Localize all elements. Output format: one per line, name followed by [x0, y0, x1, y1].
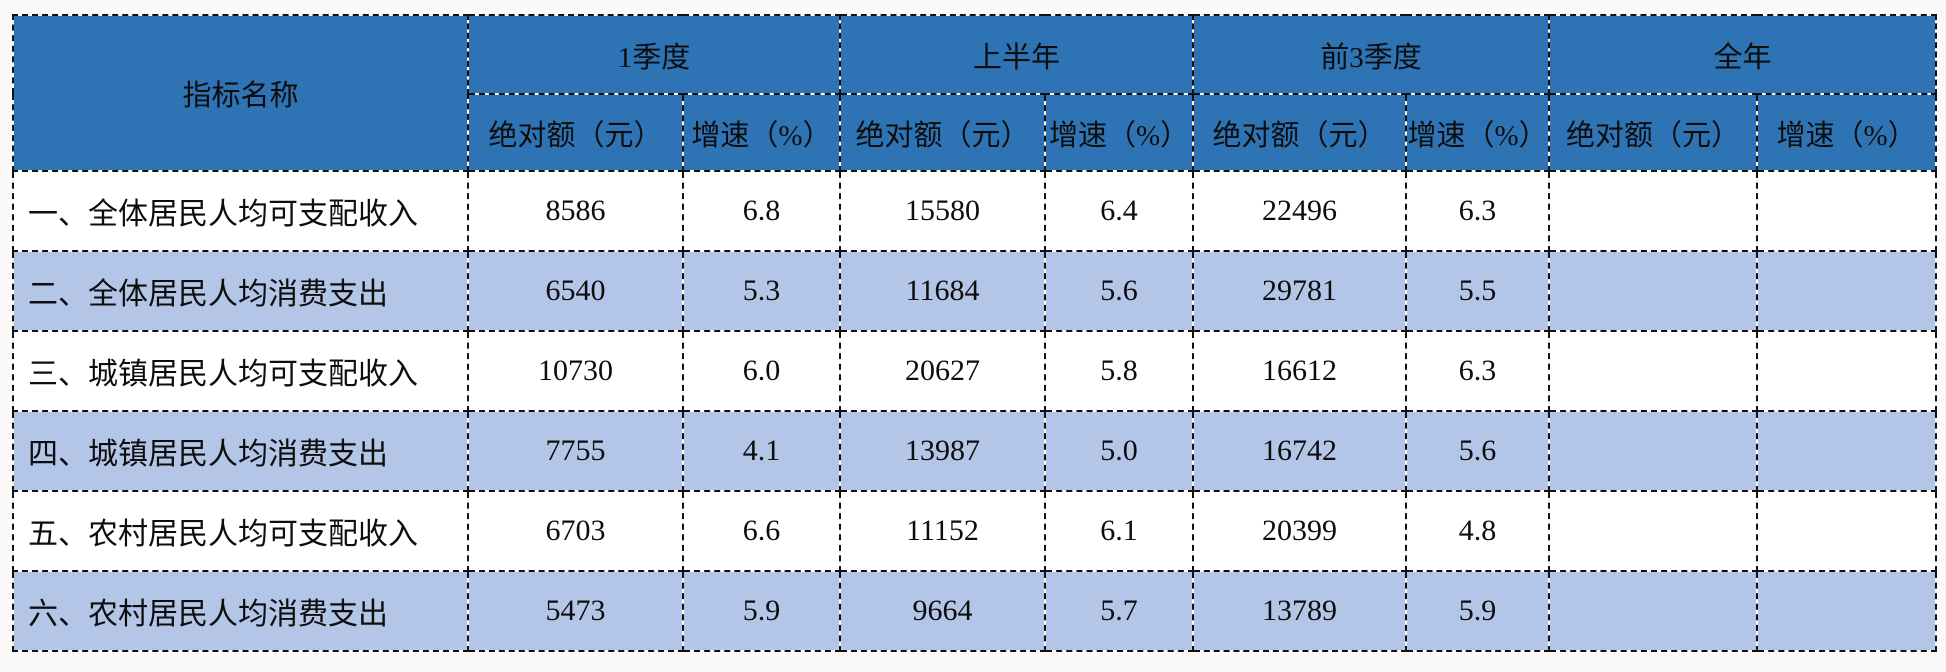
cell-h1-growth: 5.0	[1044, 410, 1195, 492]
cell-h1-absolute: 11684	[839, 250, 1047, 332]
header-indicator-name: 指标名称	[12, 14, 469, 172]
cell-h1-growth: 5.8	[1044, 330, 1195, 412]
cell-h1-growth: 6.4	[1044, 170, 1195, 252]
header-q3-growth: 增速（%）	[1405, 93, 1551, 172]
cell-fullyear-growth	[1756, 570, 1938, 652]
cell-q1-growth: 6.8	[681, 170, 842, 252]
cell-fullyear-growth	[1756, 410, 1938, 492]
header-group-h1: 上半年	[839, 14, 1195, 95]
cell-fullyear-absolute	[1548, 250, 1759, 332]
cell-fullyear-absolute	[1548, 330, 1759, 412]
cell-q3-growth: 5.6	[1405, 410, 1551, 492]
row-label: 六、农村居民人均消费支出	[12, 570, 469, 652]
cell-q3-growth: 5.5	[1405, 250, 1551, 332]
cell-h1-growth: 5.7	[1044, 570, 1195, 652]
header-fullyear-growth: 增速（%）	[1756, 93, 1938, 172]
row-label: 一、全体居民人均可支配收入	[12, 170, 469, 252]
cell-q3-absolute: 16742	[1192, 410, 1408, 492]
cell-q1-growth: 4.1	[681, 410, 842, 492]
cell-q1-growth: 6.0	[681, 330, 842, 412]
cell-fullyear-absolute	[1548, 410, 1759, 492]
cell-h1-absolute: 13987	[839, 410, 1047, 492]
cell-h1-growth: 6.1	[1044, 490, 1195, 572]
cell-q3-absolute: 13789	[1192, 570, 1408, 652]
header-h1-absolute: 绝对额（元）	[839, 93, 1047, 172]
header-q1-absolute: 绝对额（元）	[467, 93, 684, 172]
cell-q1-absolute: 6703	[467, 490, 684, 572]
cell-q1-absolute: 5473	[467, 570, 684, 652]
cell-q1-growth: 5.3	[681, 250, 842, 332]
header-fullyear-absolute: 绝对额（元）	[1548, 93, 1759, 172]
cell-q1-absolute: 10730	[467, 330, 684, 412]
cell-fullyear-growth	[1756, 330, 1938, 412]
cell-q3-absolute: 29781	[1192, 250, 1408, 332]
cell-q1-absolute: 6540	[467, 250, 684, 332]
cell-q1-growth: 6.6	[681, 490, 842, 572]
statistics-table: 指标名称 1季度 上半年 前3季度 全年 绝对额（元） 增速（%） 绝对额（元）…	[12, 14, 1938, 652]
cell-q3-growth: 5.9	[1405, 570, 1551, 652]
cell-q1-absolute: 7755	[467, 410, 684, 492]
cell-q1-growth: 5.9	[681, 570, 842, 652]
cell-q3-growth: 6.3	[1405, 170, 1551, 252]
table-row: 二、全体居民人均消费支出 6540 5.3 11684 5.6 29781 5.…	[12, 250, 1938, 332]
cell-q3-absolute: 22496	[1192, 170, 1408, 252]
cell-q1-absolute: 8586	[467, 170, 684, 252]
row-label: 三、城镇居民人均可支配收入	[12, 330, 469, 412]
row-label: 二、全体居民人均消费支出	[12, 250, 469, 332]
header-q1-growth: 增速（%）	[681, 93, 842, 172]
document-page: 指标名称 1季度 上半年 前3季度 全年 绝对额（元） 增速（%） 绝对额（元）…	[12, 14, 1938, 652]
header-group-q1: 1季度	[466, 14, 842, 95]
cell-fullyear-absolute	[1548, 170, 1759, 252]
table-row: 五、农村居民人均可支配收入 6703 6.6 11152 6.1 20399 4…	[12, 490, 1938, 572]
cell-fullyear-absolute	[1548, 490, 1759, 572]
table-row: 一、全体居民人均可支配收入 8586 6.8 15580 6.4 22496 6…	[12, 170, 1938, 252]
row-label: 五、农村居民人均可支配收入	[12, 490, 469, 572]
cell-q3-growth: 4.8	[1405, 490, 1551, 572]
cell-q3-growth: 6.3	[1405, 330, 1551, 412]
cell-fullyear-growth	[1756, 250, 1938, 332]
table-row: 三、城镇居民人均可支配收入 10730 6.0 20627 5.8 16612 …	[12, 330, 1938, 412]
table-row: 六、农村居民人均消费支出 5473 5.9 9664 5.7 13789 5.9	[12, 570, 1938, 652]
cell-h1-growth: 5.6	[1044, 250, 1195, 332]
header-group-q3: 前3季度	[1192, 14, 1551, 95]
header-q3-absolute: 绝对额（元）	[1192, 93, 1408, 172]
cell-h1-absolute: 20627	[839, 330, 1047, 412]
cell-h1-absolute: 11152	[839, 490, 1047, 572]
header-group-fullyear: 全年	[1548, 14, 1938, 95]
cell-h1-absolute: 9664	[839, 570, 1047, 652]
cell-fullyear-absolute	[1548, 570, 1759, 652]
cell-fullyear-growth	[1756, 490, 1938, 572]
cell-q3-absolute: 16612	[1192, 330, 1408, 412]
cell-fullyear-growth	[1756, 170, 1938, 252]
cell-q3-absolute: 20399	[1192, 490, 1408, 572]
row-label: 四、城镇居民人均消费支出	[12, 410, 469, 492]
table-row: 四、城镇居民人均消费支出 7755 4.1 13987 5.0 16742 5.…	[12, 410, 1938, 492]
header-h1-growth: 增速（%）	[1044, 93, 1195, 172]
cell-h1-absolute: 15580	[839, 170, 1047, 252]
